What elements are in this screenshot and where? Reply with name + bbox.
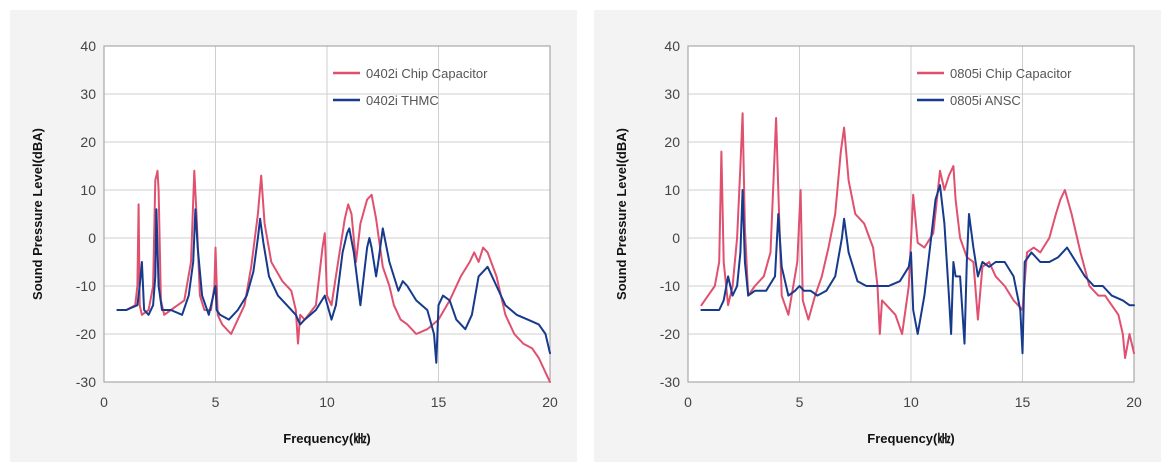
y-tick-label: 30 [664, 86, 680, 102]
y-tick-label: 20 [80, 134, 96, 150]
legend-label-2: 0805i ANSC [950, 93, 1021, 108]
y-tick-label: 10 [664, 182, 680, 198]
legend-label-2: 0402i THMC [366, 93, 439, 108]
x-tick-label: 20 [1126, 394, 1142, 410]
x-axis-title: Frequency(㎑) [867, 431, 954, 446]
legend-label-1: 0402i Chip Capacitor [366, 66, 488, 81]
x-tick-label: 10 [903, 394, 919, 410]
y-tick-label: 20 [664, 134, 680, 150]
x-tick-label: 10 [319, 394, 335, 410]
y-tick-label: 30 [80, 86, 96, 102]
x-axis-title: Frequency(㎑) [283, 431, 370, 446]
y-tick-label: -10 [660, 278, 680, 294]
x-tick-label: 5 [796, 394, 804, 410]
x-tick-label: 5 [212, 394, 220, 410]
chart-panel-left: 40 30 20 10 0 -10 -20 -30 0 5 10 15 20 0402i Chip Cap… [10, 10, 577, 462]
x-tick-label: 0 [100, 394, 108, 410]
y-tick-label: -30 [660, 374, 680, 390]
y-tick-label: 40 [80, 38, 96, 54]
y-tick-label: -20 [660, 326, 680, 342]
y-axis-title: Sound Pressure Level(dBA) [30, 128, 45, 300]
y-tick-label: 40 [664, 38, 680, 54]
plot-border [687, 45, 1135, 383]
legend-label-1: 0805i Chip Capacitor [950, 66, 1072, 81]
x-tick-label: 15 [1015, 394, 1031, 410]
y-tick-label: -10 [76, 278, 96, 294]
plot-border [103, 45, 551, 383]
chart-panel-right: 40 30 20 10 0 -10 -20 -30 0 5 10 15 20 0805i Chip Cap… [594, 10, 1161, 462]
x-tick-label: 0 [684, 394, 692, 410]
y-tick-label: 0 [88, 230, 96, 246]
y-tick-label: 0 [672, 230, 680, 246]
series-line-2 [116, 208, 551, 364]
y-tick-label: -20 [76, 326, 96, 342]
x-tick-label: 15 [431, 394, 447, 410]
x-tick-label: 20 [542, 394, 558, 410]
series-line-1 [116, 169, 551, 383]
series-line-1 [700, 112, 1135, 359]
y-axis-title: Sound Pressure Level(dBA) [614, 128, 629, 300]
y-tick-label: -30 [76, 374, 96, 390]
y-tick-label: 10 [80, 182, 96, 198]
series-line-2 [700, 184, 1135, 355]
